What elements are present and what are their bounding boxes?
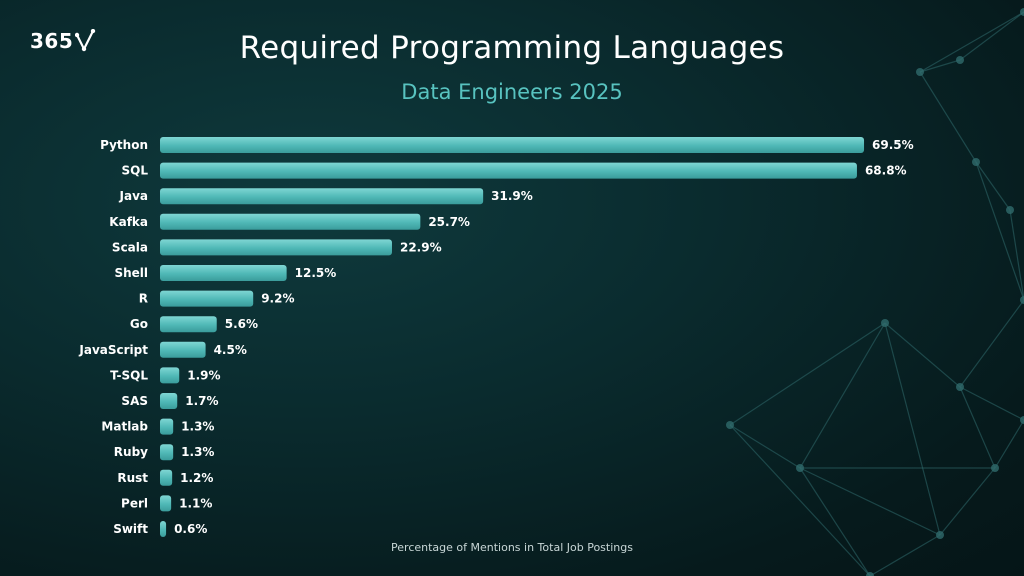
category-label: Matlab (101, 420, 148, 434)
value-label: 31.9% (491, 189, 533, 203)
network-line (919, 71, 977, 163)
value-label: 0.6% (174, 522, 207, 536)
category-label: T-SQL (110, 368, 148, 382)
bar (160, 495, 172, 512)
category-label: Python (100, 138, 148, 152)
value-label: 4.5% (214, 343, 247, 357)
value-label: 1.3% (181, 445, 214, 459)
bar (160, 444, 174, 461)
value-label: 1.9% (187, 368, 220, 382)
bar (160, 367, 180, 384)
category-label: Ruby (114, 445, 148, 459)
network-line (799, 322, 886, 469)
network-line (959, 11, 1024, 61)
network-line (959, 299, 1024, 388)
network-line (939, 467, 996, 536)
network-node (1020, 416, 1024, 424)
network-node (956, 383, 964, 391)
bar (160, 239, 392, 256)
category-label: Shell (114, 266, 148, 280)
network-line (959, 386, 996, 469)
value-label: 22.9% (400, 240, 442, 254)
network-line (994, 419, 1024, 469)
network-line (729, 424, 871, 576)
value-label: 1.3% (181, 420, 214, 434)
category-label: SQL (122, 164, 149, 178)
network-line (729, 322, 886, 426)
bars-group: Python 69.5% SQL 68.8% Java 31.9% Kafka 25.7% Sc… (78, 137, 914, 537)
network-line (975, 161, 1024, 301)
category-label: Go (130, 317, 148, 331)
value-label: 25.7% (428, 215, 470, 229)
category-label: JavaScript (78, 343, 148, 357)
network-node (991, 464, 999, 472)
category-label: R (139, 292, 148, 306)
network-line (919, 59, 961, 73)
chart-subtitle: Data Engineers 2025 (401, 80, 623, 104)
bar (160, 316, 217, 333)
network-line (975, 161, 1011, 211)
bar (160, 213, 421, 230)
brand-logo: 365 (30, 26, 97, 56)
bar (160, 265, 287, 281)
category-label: Java (119, 189, 148, 203)
network-line (959, 386, 1024, 421)
value-label: 9.2% (261, 292, 294, 306)
category-label: SAS (121, 394, 148, 408)
bar (160, 188, 484, 205)
bar (160, 393, 178, 409)
bar (160, 341, 206, 358)
x-axis-label: Percentage of Mentions in Total Job Post… (391, 541, 633, 554)
network-line (799, 467, 941, 536)
category-label: Rust (117, 471, 148, 485)
logo-check-icon (75, 29, 96, 52)
value-label: 68.8% (865, 164, 907, 178)
network-node (916, 68, 924, 76)
network-line (884, 322, 941, 536)
category-label: Perl (121, 496, 148, 510)
category-label: Scala (112, 240, 148, 254)
network-node (956, 56, 964, 64)
network-line (729, 424, 801, 469)
network-node (972, 158, 980, 166)
value-label: 69.5% (872, 138, 914, 152)
value-label: 5.6% (225, 317, 258, 331)
value-label: 1.1% (179, 496, 212, 510)
bar (160, 521, 167, 537)
bar (160, 469, 173, 486)
category-label: Swift (113, 522, 148, 536)
network-node (1020, 8, 1024, 16)
logo-text: 365 (30, 29, 74, 53)
bar (160, 418, 174, 435)
category-label: Kafka (109, 215, 148, 229)
network-node (796, 464, 804, 472)
bar (160, 162, 857, 179)
network-line (919, 11, 1024, 73)
network-node (866, 572, 874, 576)
bar (160, 137, 865, 153)
network-line (799, 467, 871, 576)
network-node (881, 319, 889, 327)
network-node (726, 421, 734, 429)
network-node (1006, 206, 1014, 214)
network-line (1009, 209, 1024, 301)
value-label: 1.7% (185, 394, 218, 408)
value-label: 12.5% (295, 266, 337, 280)
network-line (884, 322, 961, 388)
chart-title: Required Programming Languages (239, 30, 785, 66)
value-label: 1.2% (180, 471, 213, 485)
network-node (936, 531, 944, 539)
network-line (869, 534, 941, 576)
network-node (1020, 296, 1024, 304)
bar (160, 290, 254, 307)
